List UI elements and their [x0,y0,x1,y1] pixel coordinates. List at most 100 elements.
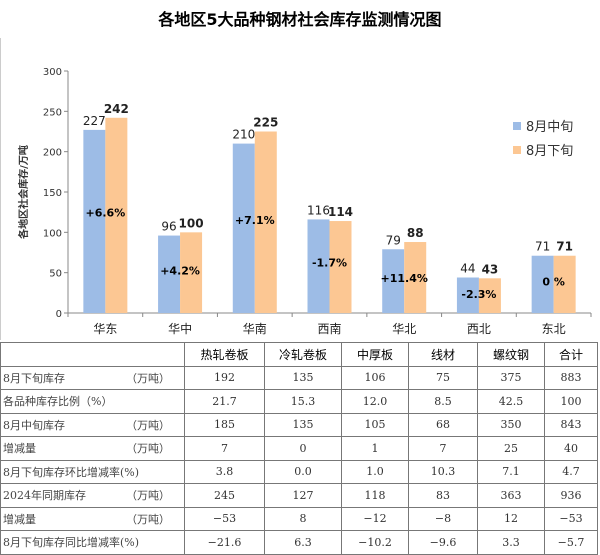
table-cell: −21.6 [184,530,265,555]
table-cell: 12 [477,506,545,531]
table-cell: 12.0 [341,389,409,414]
row-label: 8月下旬库存同比增减率(%) [0,530,185,555]
row-label-text: 各品种库存比例（%） [3,395,113,409]
table-cell: −12 [341,506,409,531]
table-cell: 135 [264,365,342,390]
y-tick-label: 150 [43,188,62,199]
x-tick-label: 西北 [467,322,491,336]
table-cell: 8.5 [408,389,478,414]
table-cell: 375 [477,365,545,390]
data-label: 71 [556,240,573,254]
table-cell: 3.8 [184,459,265,484]
data-label: 79 [386,233,401,247]
row-label: 8月下旬库存环比增减率(%) [0,459,185,484]
bar-late-aug [254,131,277,313]
data-label: 225 [253,116,278,130]
table-cell: 21.7 [184,389,265,414]
table-header-row: 热轧卷板 冷轧卷板 中厚板 线材 螺纹钢 合计 [0,342,598,367]
column-header: 合计 [544,342,598,367]
row-unit: （万吨） [126,442,170,456]
table-cell: 42.5 [477,389,545,414]
row-unit: （万吨） [126,371,170,385]
row-label: 增减量 （万吨） [0,436,185,461]
data-label: 71 [535,240,550,254]
table-cell: 106 [341,365,409,390]
table-cell: 0.0 [264,459,342,484]
y-tick-label: 50 [49,269,62,280]
row-label: 2024年同期库存 （万吨） [0,483,185,508]
data-label: 100 [179,216,204,230]
bar-late-aug [553,255,576,313]
y-tick-label: 0 [56,309,62,320]
table-row: 增减量 （万吨） 7 0 1 7 25 40 [0,436,598,461]
data-label: 44 [460,262,475,276]
inventory-table: 热轧卷板 冷轧卷板 中厚板 线材 螺纹钢 合计 8月下旬库存 （万吨） 192 135 106 75… [0,342,598,555]
column-header: 螺纹钢 [477,342,545,367]
table-cell: −5.7 [544,530,598,555]
legend-swatch [513,122,521,130]
y-tick-label: 300 [43,67,62,78]
table-cell: −53 [544,506,598,531]
data-label: 96 [161,220,176,234]
table-cell: −53 [184,506,265,531]
table-row: 8月下旬库存同比增减率(%) −21.6 6.3 −10.2 −9.6 3.3 −5.7 [0,530,598,555]
table-cell: 363 [477,483,545,508]
table-cell: 75 [408,365,478,390]
bar-mid-aug [382,249,405,313]
row-label-text: 8月下旬库存 [3,371,65,385]
table-row: 8月中旬库存 （万吨） 185 135 105 68 350 843 [0,412,598,437]
bar-mid-aug [531,255,554,313]
row-unit: （万吨） [126,512,170,526]
row-label: 8月中旬库存 （万吨） [0,412,185,437]
table-cell: 245 [184,483,265,508]
table-cell: 7 [408,436,478,461]
table-cell: 105 [341,412,409,437]
x-tick-label: 华北 [392,322,416,336]
data-label: 210 [232,128,255,142]
table-cell: 40 [544,436,598,461]
bar-mid-aug [232,143,255,313]
change-label: -1.7% [312,256,347,269]
x-tick-label: 西南 [317,321,341,336]
x-tick-label: 华东 [93,322,117,336]
data-label: 242 [104,102,129,116]
row-label: 增减量 （万吨） [0,506,185,531]
table-cell: 8 [264,506,342,531]
data-label: 116 [307,203,330,217]
change-label: +11.4% [381,272,428,285]
table-cell: 25 [477,436,545,461]
table-cell: −9.6 [408,530,478,555]
legend-label: 8月中旬 [526,120,573,135]
table-cell: −8 [408,506,478,531]
y-axis-label: 各地区社会库存/万吨 [17,145,30,240]
column-header: 线材 [408,342,478,367]
change-label: +6.6% [85,206,125,219]
table-cell: 135 [264,412,342,437]
table-row: 8月下旬库存 （万吨） 192 135 106 75 375 883 [0,365,598,390]
chart-title: 各地区5大品种钢材社会库存监测情况图 [158,10,442,29]
row-label-text: 8月下旬库存同比增减率(%) [3,536,140,550]
data-label: 227 [83,114,106,128]
table-cell: 350 [477,412,545,437]
column-header: 中厚板 [341,342,409,367]
row-label-text: 2024年同期库存 [3,489,86,503]
table-row: 8月下旬库存环比增减率(%) 3.8 0.0 1.0 10.3 7.1 4.7 [0,459,598,484]
bar-mid-aug [307,219,330,313]
bar-late-aug [329,221,352,313]
table-cell: 4.7 [544,459,598,484]
column-header: 热轧卷板 [184,342,265,367]
row-label-text: 增减量 [3,442,36,456]
table-cell: 936 [544,483,598,508]
table-row: 2024年同期库存 （万吨） 245 127 118 83 363 936 [0,483,598,508]
change-label: -2.3% [461,288,496,301]
bar-late-aug [478,278,501,313]
row-label-text: 增减量 [3,512,36,526]
table-cell: 883 [544,365,598,390]
table-row: 增减量 （万吨） −53 8 −12 −8 12 −53 [0,506,598,531]
table-cell: 3.3 [477,530,545,555]
data-label: 88 [407,226,424,240]
table-cell: 15.3 [264,389,342,414]
row-label-text: 8月中旬库存 [3,418,65,432]
table-cell: 118 [341,483,409,508]
row-label: 8月下旬库存 （万吨） [0,365,185,390]
